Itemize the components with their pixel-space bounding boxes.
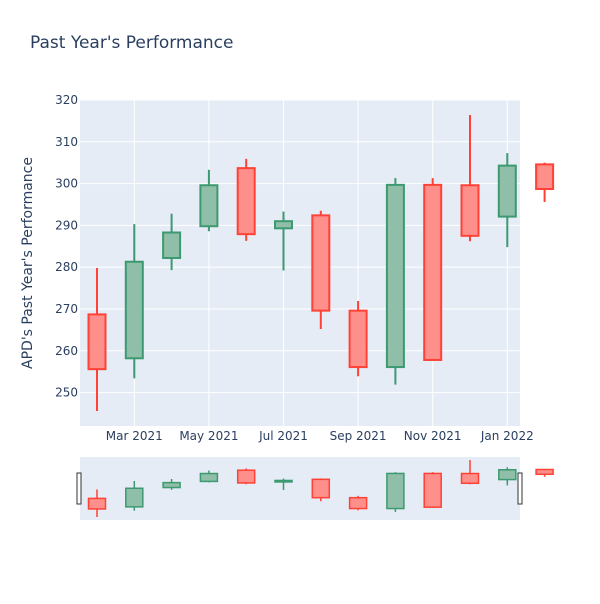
candle-body xyxy=(87,313,107,371)
x-tick-label: Jul 2021 xyxy=(258,429,308,443)
candle-body xyxy=(124,260,144,360)
slider-candle-body xyxy=(236,469,256,484)
x-tick-label: Mar 2021 xyxy=(106,429,163,443)
slider-candle-body xyxy=(460,472,480,485)
slider-candle-body xyxy=(348,496,368,510)
y-tick-label: 300 xyxy=(55,177,78,191)
candle-body xyxy=(274,220,293,230)
candle-body xyxy=(311,214,331,312)
y-tick-label: 310 xyxy=(55,135,78,149)
slider-candle-body xyxy=(498,468,517,481)
plot-area xyxy=(80,100,520,426)
slider-candle-body xyxy=(386,472,405,510)
x-tick-label: Sep 2021 xyxy=(330,429,387,443)
slider-candle-body xyxy=(423,472,442,508)
x-tick-label: May 2021 xyxy=(179,429,238,443)
candle-body xyxy=(236,167,256,236)
y-axis-title: APD's Past Year's Performance xyxy=(20,157,36,369)
y-tick-label: 260 xyxy=(55,344,78,358)
slider-candle-body xyxy=(199,472,219,483)
slider-candle-body xyxy=(87,497,107,510)
candle-body xyxy=(535,163,555,191)
y-tick-label: 320 xyxy=(55,93,78,107)
candle-body xyxy=(423,183,443,361)
slider-candle-body xyxy=(125,487,144,508)
candle-body xyxy=(162,231,182,259)
range-slider-handle-right[interactable] xyxy=(517,472,523,505)
candle-body xyxy=(385,183,405,369)
slider-candle-body xyxy=(162,481,181,489)
candle-body xyxy=(497,164,517,218)
chart-title: Past Year's Performance xyxy=(30,33,234,53)
y-tick-label: 290 xyxy=(55,218,78,232)
y-tick-label: 250 xyxy=(55,386,78,400)
x-tick-label: Nov 2021 xyxy=(404,429,462,443)
candle-body xyxy=(348,309,368,369)
candle-body xyxy=(199,184,219,228)
x-tick-label: Jan 2022 xyxy=(480,429,534,443)
y-tick-label: 280 xyxy=(55,260,78,274)
slider-candle-body xyxy=(535,468,554,475)
range-slider-handle-left[interactable] xyxy=(76,472,82,505)
slider-candle-body xyxy=(274,479,293,483)
range-slider[interactable] xyxy=(80,457,520,520)
slider-candle-body xyxy=(311,478,331,499)
candle-body xyxy=(460,184,480,237)
y-tick-label: 270 xyxy=(55,302,78,316)
